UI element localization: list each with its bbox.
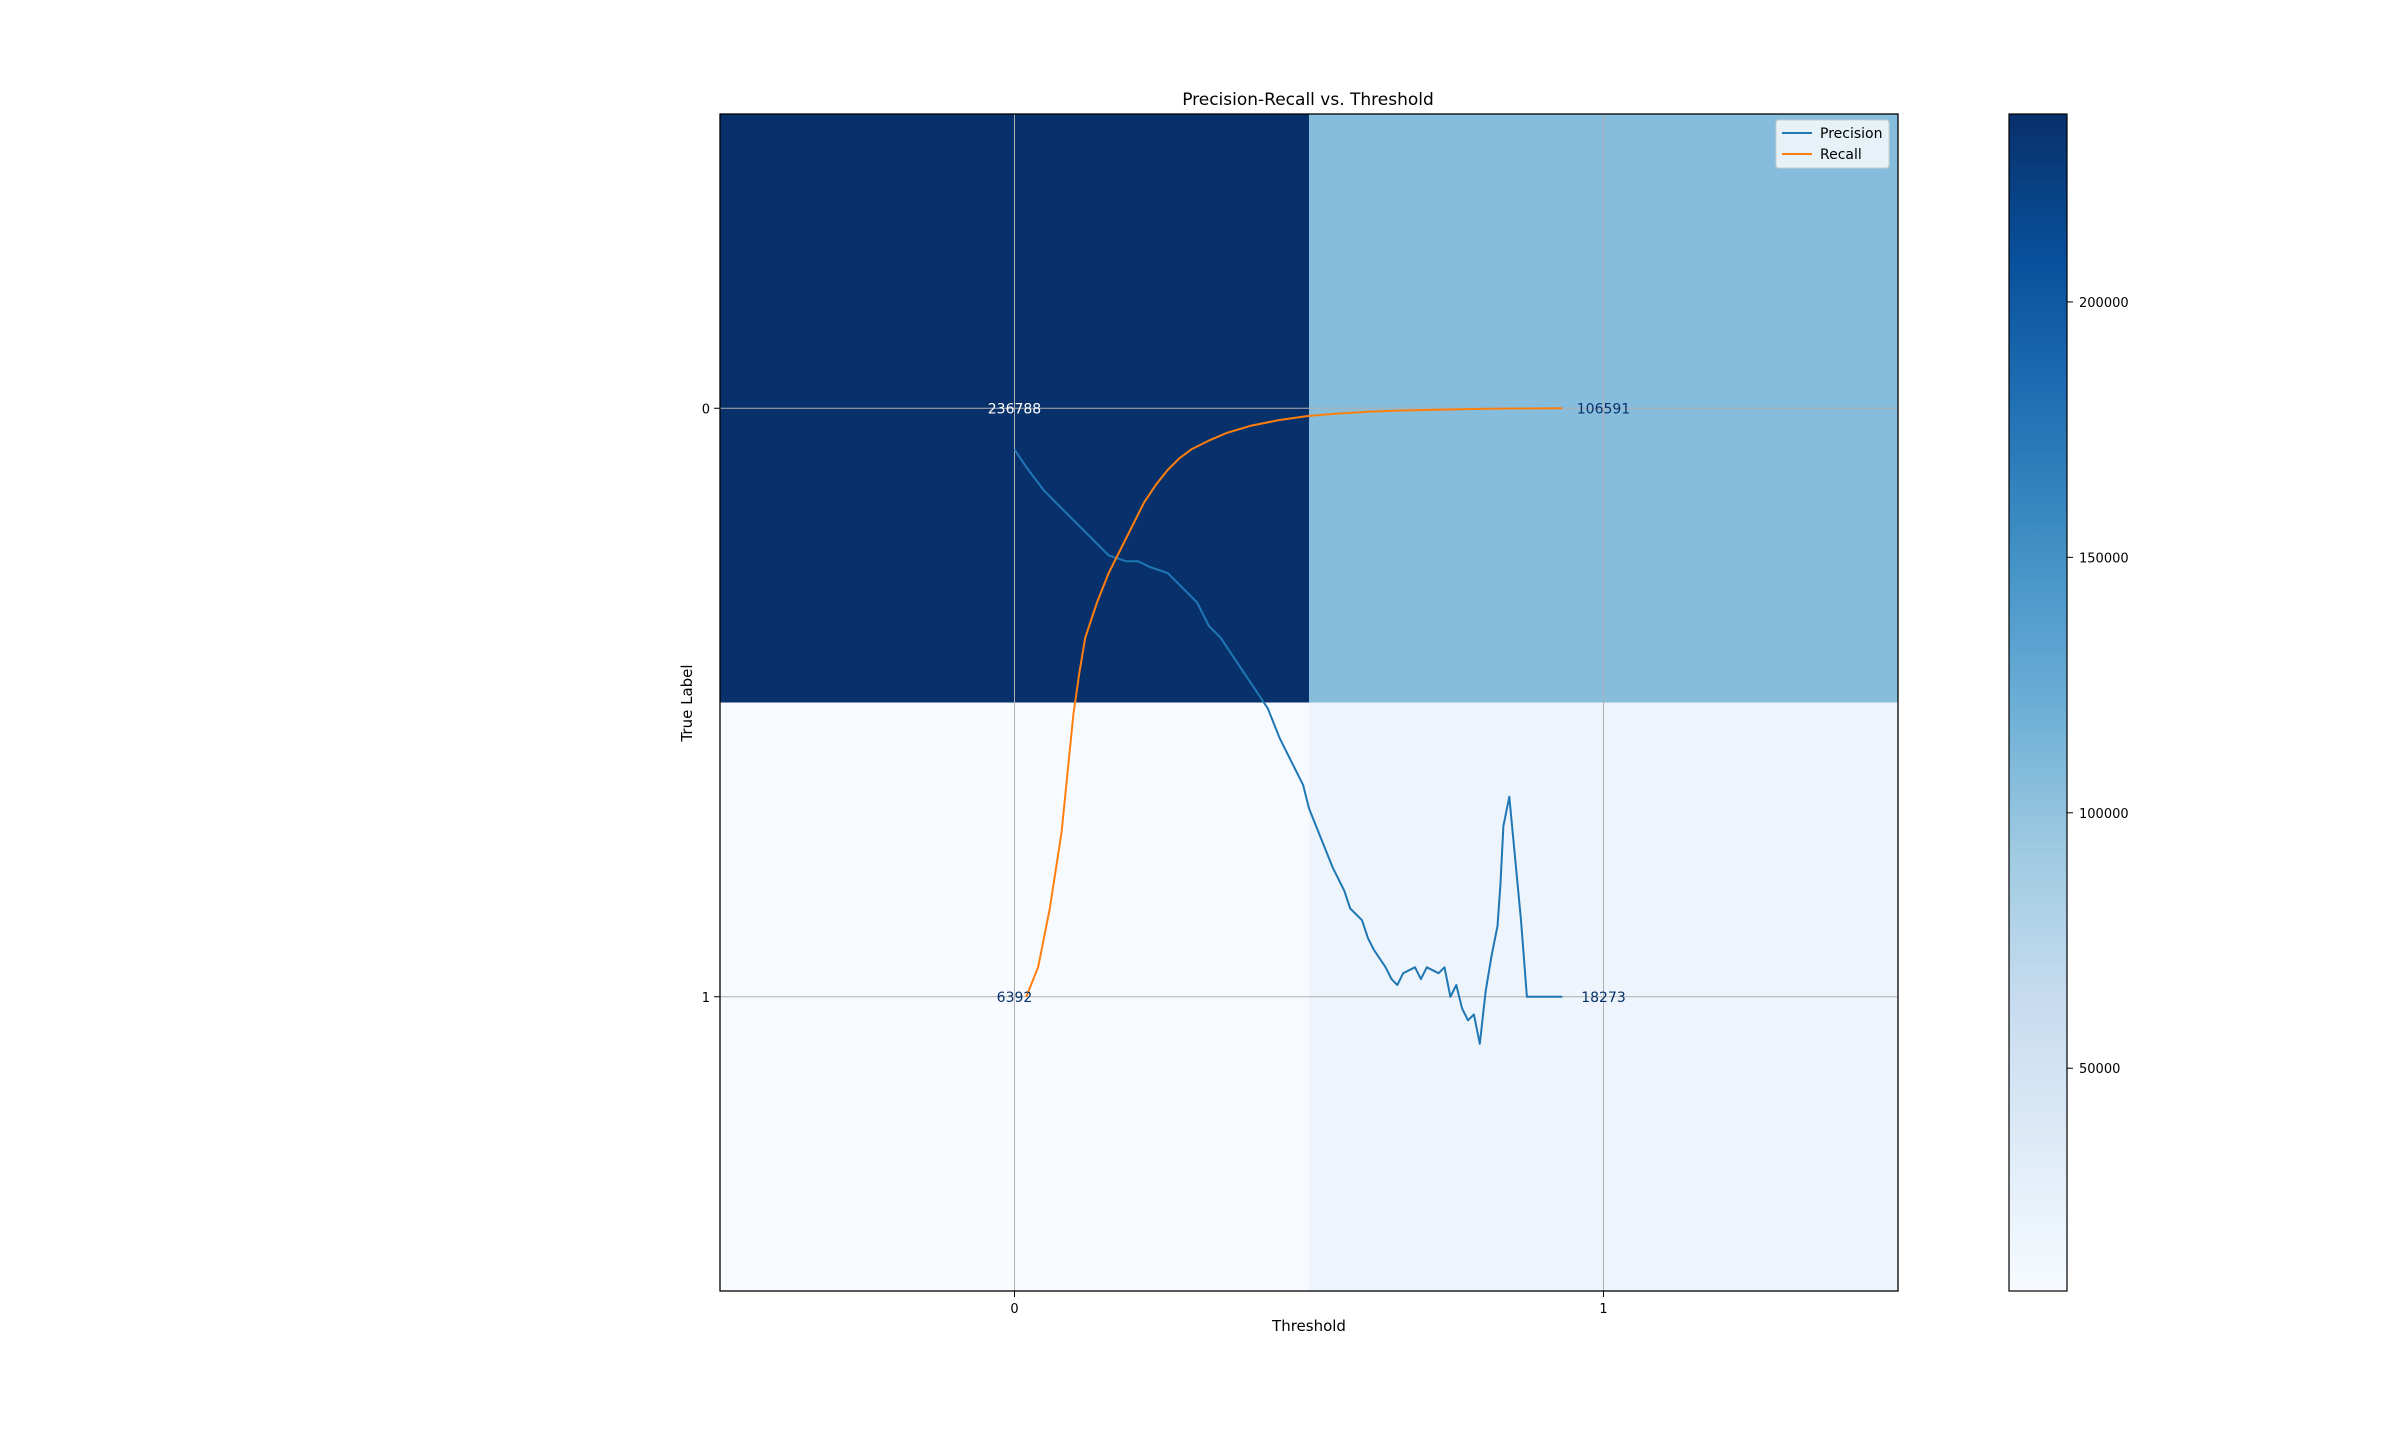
heatmap-cells	[720, 114, 1898, 1291]
cell-value-label: 236788	[988, 401, 1041, 417]
x-tick-label: 1	[1599, 1302, 1607, 1317]
y-axis-label: True Label	[678, 664, 696, 742]
colorbar-tick-label: 200000	[2079, 296, 2129, 311]
cell-value-label: 6392	[997, 990, 1033, 1006]
series-lines	[1013, 407, 1563, 1045]
colorbar-gradient	[2008, 113, 2068, 1292]
colorbar-tick-label: 50000	[2079, 1062, 2120, 1077]
series-line-recall	[1025, 407, 1563, 998]
cell-value-label: 106591	[1577, 401, 1630, 417]
grid-lines	[720, 114, 1898, 1291]
colorbar: 50000 100000 150000 200000	[2008, 113, 2129, 1292]
legend-precision-label: Precision	[1820, 126, 1882, 142]
legend-recall-label: Recall	[1820, 147, 1862, 163]
x-axis-label: Threshold	[1271, 1317, 1346, 1335]
cell-value-label: 18273	[1581, 990, 1626, 1006]
colorbar-tick-label: 100000	[2079, 807, 2129, 822]
cell-value-labels: 236788 106591 6392 18273	[988, 401, 1630, 1006]
series-line-precision	[1013, 448, 1563, 1045]
colorbar-tick-label: 150000	[2079, 551, 2129, 566]
plot-frame	[719, 113, 1899, 1292]
y-tick-label: 1	[702, 991, 710, 1006]
axis-ticks: 0 1 0 1	[702, 402, 1608, 1317]
y-tick-label: 0	[702, 402, 710, 417]
legend: Precision Recall	[1775, 119, 1890, 169]
chart-title: Precision-Recall vs. Threshold	[1182, 90, 1434, 110]
x-tick-label: 0	[1010, 1302, 1018, 1317]
